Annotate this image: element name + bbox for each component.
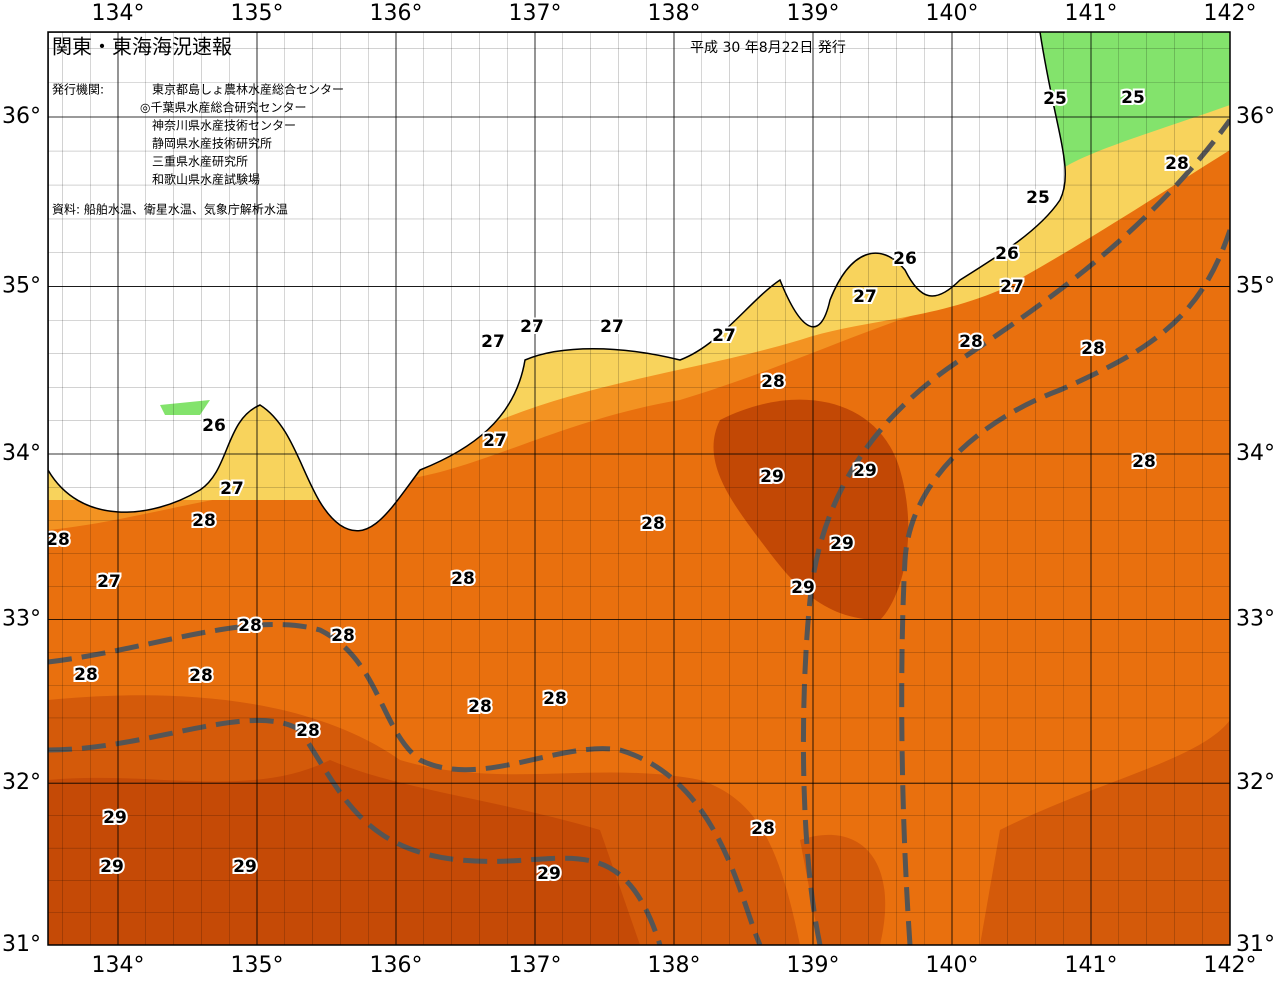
grid bbox=[48, 32, 1230, 945]
contour-label: 28 bbox=[192, 511, 216, 531]
contour-label: 28 bbox=[641, 514, 665, 534]
contour-label: 29 bbox=[100, 857, 124, 877]
warm-core bbox=[713, 399, 909, 620]
publisher: 和歌山県水産試験場 bbox=[152, 172, 260, 187]
publisher: 神奈川県水産技術センター bbox=[152, 118, 296, 133]
title: 関東・東海海況速報 bbox=[52, 35, 232, 59]
contour-label: 27 bbox=[520, 317, 544, 337]
contour-label: 28 bbox=[468, 697, 492, 717]
contour-label: 27 bbox=[97, 572, 121, 592]
lon-tick-label: 142° bbox=[1204, 953, 1257, 978]
contour-label: 28 bbox=[238, 616, 262, 636]
lon-tick-label: 139° bbox=[787, 953, 840, 978]
lon-tick-label: 134° bbox=[92, 953, 145, 978]
publisher: 三重県水産研究所 bbox=[152, 154, 248, 169]
contour-label: 29 bbox=[233, 857, 257, 877]
contour-label: 28 bbox=[46, 530, 70, 550]
lon-tick-label: 141° bbox=[1065, 953, 1118, 978]
contour-label: 27 bbox=[600, 317, 624, 337]
warm-zone bbox=[48, 760, 640, 945]
contour-label: 28 bbox=[1165, 154, 1189, 174]
contour-label: 28 bbox=[543, 689, 567, 709]
lon-tick-label: 137° bbox=[509, 1, 562, 26]
publisher: 静岡県水産技術研究所 bbox=[152, 136, 272, 151]
contour-label: 28 bbox=[761, 372, 785, 392]
map-frame bbox=[47, 31, 1231, 946]
lon-tick-label: 135° bbox=[231, 1, 284, 26]
lat-tick-label: 35° bbox=[1236, 274, 1275, 299]
lon-tick-label: 142° bbox=[1204, 1, 1257, 26]
lat-tick-label: 31° bbox=[2, 932, 41, 957]
lat-tick-label: 34° bbox=[2, 441, 41, 466]
contour-label: 27 bbox=[853, 287, 877, 307]
lat-tick-label: 33° bbox=[2, 607, 41, 632]
publisher: ◎千葉県水産総合研究センター bbox=[140, 100, 306, 115]
contour-label: 27 bbox=[483, 431, 507, 451]
contour-label: 28 bbox=[751, 819, 775, 839]
contour-label: 26 bbox=[995, 244, 1019, 264]
contour-label: 28 bbox=[959, 332, 983, 352]
cold-zone bbox=[160, 400, 210, 415]
contour-label: 25 bbox=[1043, 89, 1067, 109]
lon-tick-label: 136° bbox=[370, 953, 423, 978]
contour-label: 25 bbox=[1026, 188, 1050, 208]
warm-zone bbox=[800, 720, 1230, 945]
lat-tick-label: 35° bbox=[2, 274, 41, 299]
lat-tick-label: 32° bbox=[2, 770, 41, 795]
publisher-label: 発行機関: bbox=[52, 82, 104, 97]
publisher: 東京都島しょ農林水産総合センター bbox=[152, 82, 344, 97]
lat-tick-label: 34° bbox=[1236, 441, 1275, 466]
contour-label: 26 bbox=[202, 416, 226, 436]
lon-tick-label: 139° bbox=[787, 1, 840, 26]
contour-label: 29 bbox=[791, 578, 815, 598]
contour-label: 28 bbox=[74, 665, 98, 685]
issue-date: 平成 30 年8月22日 発行 bbox=[690, 40, 846, 56]
lon-tick-label: 135° bbox=[231, 953, 284, 978]
lat-tick-label: 36° bbox=[1236, 104, 1275, 129]
land bbox=[48, 32, 1066, 532]
contour-label: 28 bbox=[451, 569, 475, 589]
contour-label: 29 bbox=[103, 808, 127, 828]
contour-label: 25 bbox=[1121, 88, 1145, 108]
contour-label: 27 bbox=[220, 479, 244, 499]
contour-label: 28 bbox=[331, 626, 355, 646]
lon-tick-label: 137° bbox=[509, 953, 562, 978]
contour-label: 27 bbox=[712, 326, 736, 346]
contour-label: 29 bbox=[853, 461, 877, 481]
contour-label: 29 bbox=[537, 864, 561, 884]
contour-label: 26 bbox=[893, 249, 917, 269]
lat-tick-label: 32° bbox=[1236, 770, 1275, 795]
lon-tick-label: 138° bbox=[648, 953, 701, 978]
lon-tick-label: 141° bbox=[1065, 1, 1118, 26]
data-source: 資料: 船舶水温、衛星水温、気象庁解析水温 bbox=[52, 202, 288, 217]
lon-tick-label: 134° bbox=[92, 1, 145, 26]
contour-label: 28 bbox=[189, 666, 213, 686]
contour-label: 29 bbox=[760, 467, 784, 487]
lon-tick-label: 138° bbox=[648, 1, 701, 26]
lon-tick-label: 136° bbox=[370, 1, 423, 26]
contour-label: 28 bbox=[1081, 339, 1105, 359]
lon-tick-label: 140° bbox=[926, 953, 979, 978]
contour-label: 28 bbox=[296, 721, 320, 741]
contour-label: 28 bbox=[1132, 452, 1156, 472]
contour-label: 29 bbox=[830, 534, 854, 554]
lat-tick-label: 36° bbox=[2, 104, 41, 129]
contour-label: 27 bbox=[481, 332, 505, 352]
lon-tick-label: 140° bbox=[926, 1, 979, 26]
contour-label: 27 bbox=[1000, 277, 1024, 297]
lat-tick-label: 31° bbox=[1236, 932, 1275, 957]
lat-tick-label: 33° bbox=[1236, 607, 1275, 632]
